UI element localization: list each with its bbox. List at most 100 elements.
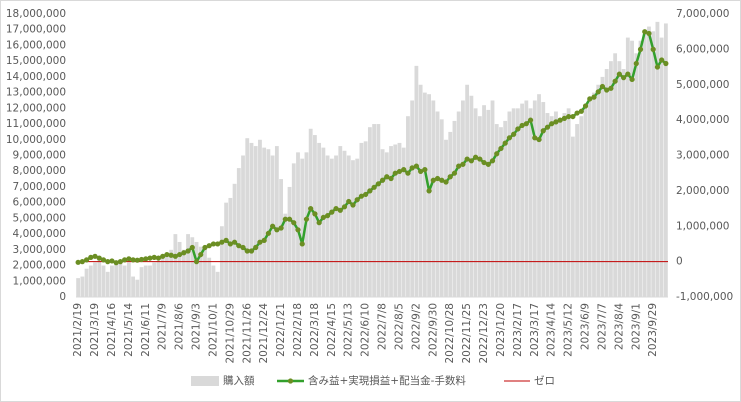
line-marker <box>384 174 390 180</box>
line-marker <box>278 225 284 231</box>
line-marker <box>451 170 458 176</box>
bar <box>600 76 605 297</box>
bar <box>173 234 178 297</box>
line-marker <box>604 87 610 93</box>
line-marker <box>248 248 255 254</box>
y-tick-label: 16,000,000 <box>6 39 66 51</box>
line-marker <box>134 257 140 263</box>
bar <box>461 100 465 297</box>
bar <box>97 259 102 297</box>
bar <box>515 108 520 297</box>
line-marker <box>193 259 200 265</box>
x-tick-label: 2022/12/23 <box>478 303 490 364</box>
bar <box>663 23 668 298</box>
y2-tick-label: -1,000,000 <box>676 291 733 303</box>
bar <box>215 271 220 297</box>
line-marker <box>388 175 394 182</box>
y-tick-label: 9,000,000 <box>13 150 66 162</box>
y-tick-label: 13,000,000 <box>6 87 66 99</box>
y-tick-label: 4,000,000 <box>13 228 66 240</box>
line-marker <box>83 257 90 263</box>
bar <box>651 31 656 298</box>
bar <box>659 37 664 297</box>
line-marker <box>527 117 534 123</box>
bar <box>110 265 114 297</box>
line-marker <box>274 227 280 233</box>
bar <box>241 155 245 297</box>
x-tick-label: 2021/10/1 <box>207 303 219 357</box>
line-marker <box>418 168 424 175</box>
bar <box>143 265 148 297</box>
y-tick-label: 17,000,000 <box>6 24 66 36</box>
bar <box>338 146 343 297</box>
line-marker <box>215 241 221 247</box>
line-marker <box>92 253 98 259</box>
bar <box>401 147 406 297</box>
y2-tick-label: 3,000,000 <box>676 150 729 162</box>
line-marker <box>650 46 656 52</box>
bar <box>291 163 296 297</box>
bar <box>359 142 364 297</box>
line-marker <box>303 216 310 222</box>
bar <box>198 246 203 297</box>
line-marker <box>532 135 538 141</box>
y-tick-label: 11,000,000 <box>6 118 66 130</box>
line-marker <box>485 161 491 167</box>
line-marker <box>379 177 386 183</box>
line-marker <box>642 29 648 35</box>
bar <box>76 278 81 297</box>
x-tick-label: 2022/6/10 <box>360 303 372 357</box>
line-marker <box>96 255 102 261</box>
line-marker <box>354 197 360 203</box>
line-marker <box>544 124 551 130</box>
bar <box>562 113 567 297</box>
line-marker <box>198 251 204 258</box>
bar <box>346 155 351 297</box>
bar <box>177 241 182 297</box>
bar <box>528 108 533 297</box>
bar <box>376 124 381 297</box>
x-tick-label: 2022/8/5 <box>393 303 405 350</box>
line-marker <box>367 188 373 194</box>
line-marker <box>413 163 419 169</box>
bar <box>541 102 546 298</box>
bar <box>524 100 529 297</box>
line-marker <box>236 243 242 249</box>
bar <box>181 249 186 297</box>
bar <box>482 105 486 297</box>
line-marker <box>109 258 115 264</box>
line-marker <box>138 256 145 263</box>
x-tick-label: 2021/8/6 <box>174 303 186 350</box>
bar <box>583 108 588 297</box>
bar <box>266 149 271 297</box>
y-tick-label: 14,000,000 <box>6 71 66 83</box>
bar <box>604 69 609 298</box>
bar <box>642 29 647 297</box>
line-marker <box>566 113 572 120</box>
bar <box>511 108 516 297</box>
legend-swatch <box>287 378 294 384</box>
bar <box>236 168 241 297</box>
legend-label: 購入額 <box>223 374 255 387</box>
x-tick-label: 2022/3/18 <box>309 303 321 357</box>
line-marker <box>426 188 432 194</box>
x-tick-label: 2021/7/9 <box>157 303 169 350</box>
y2-tick-label: 0 <box>676 256 683 268</box>
line-marker <box>113 260 119 266</box>
bar <box>88 265 93 297</box>
line-marker <box>88 254 94 260</box>
bar <box>435 111 440 297</box>
bar <box>621 69 626 298</box>
bar <box>224 202 229 297</box>
line-marker <box>244 248 250 254</box>
bar <box>118 263 123 297</box>
bar <box>427 94 431 297</box>
line-marker <box>587 96 593 102</box>
line-marker <box>502 140 508 146</box>
bar <box>334 155 338 297</box>
bar <box>279 179 283 297</box>
line-marker <box>574 110 580 116</box>
bar <box>165 256 169 297</box>
y-tick-label: 18,000,000 <box>6 8 66 20</box>
